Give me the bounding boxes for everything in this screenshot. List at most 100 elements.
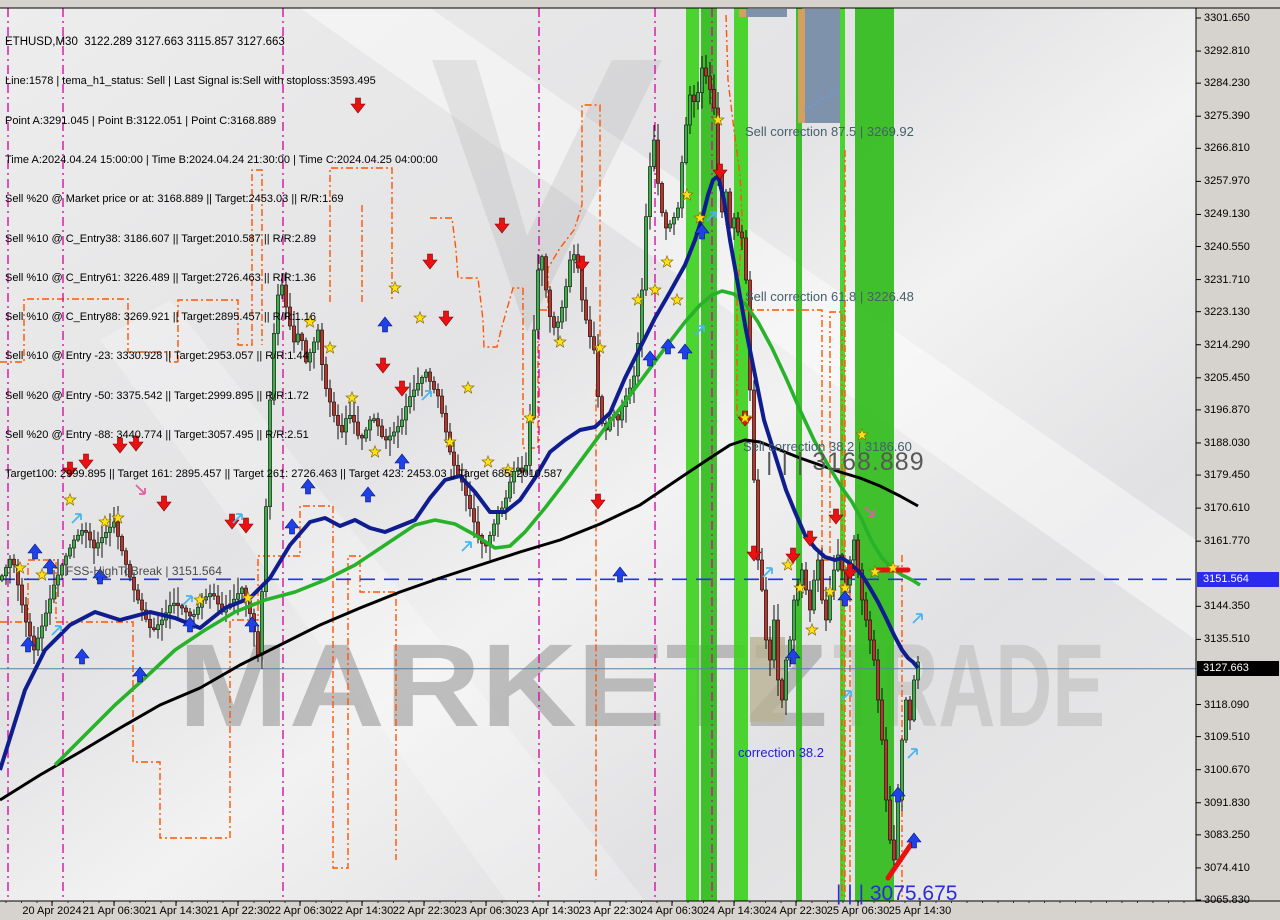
time-axis-label: 23 Apr 14:30 [516, 905, 580, 917]
star-signal-icon [553, 334, 567, 348]
price-axis-label: 3065.830 [1204, 894, 1250, 906]
sell-arrow-icon [746, 545, 762, 562]
star-signal-icon [781, 557, 795, 571]
price-axis-label: 3083.250 [1204, 828, 1250, 841]
breakout-arrow-icon [182, 595, 193, 606]
fss-step-line [522, 104, 601, 880]
last-price-badge: 3127.663 [1197, 661, 1279, 677]
fss-step-line [177, 169, 263, 362]
star-signal-icon [660, 254, 674, 268]
signal-status-line: Line:1578 | tema_h1_status: Sell | Last … [5, 75, 376, 88]
breakout-arrow-icon [841, 690, 852, 701]
star-signal-icon [193, 592, 207, 606]
sell-arrow-icon [712, 163, 728, 180]
fss-step-line [742, 309, 843, 898]
breakout-arrow-icon [461, 541, 472, 552]
targets-line: Target100: 2999.895 || Target 161: 2895.… [5, 468, 563, 481]
star-signal-icon [111, 510, 125, 524]
overlay-box-tan [798, 9, 805, 123]
sell-arrow-icon [842, 563, 858, 580]
buy-arrow-icon [677, 343, 693, 360]
buy-arrow-icon [74, 648, 90, 665]
time-axis-label: 24 Apr 22:30 [764, 905, 828, 917]
star-signal-icon [523, 410, 537, 424]
sell-arrow-icon [802, 530, 818, 547]
star-signal-icon [98, 514, 112, 528]
price-axis-label: 3135.510 [1204, 633, 1250, 646]
time-axis-label: 22 Apr 14:30 [330, 905, 394, 917]
price-axis-label: 3240.550 [1204, 240, 1250, 253]
price-axis-label: 3231.710 [1204, 273, 1250, 286]
time-axis-label: 20 Apr 2024 [22, 905, 82, 917]
sell-entry-line: Sell %10 @ Entry -23: 3330.928 || Target… [5, 350, 309, 363]
watermark-marketz: MARKETZ [178, 620, 828, 752]
sell-entry-line: Sell %10 @ C_Entry61: 3226.489 || Target… [5, 271, 317, 284]
star-signal-icon [793, 580, 807, 594]
price-axis-label: 3118.090 [1204, 698, 1250, 711]
buy-arrow-icon [27, 543, 43, 560]
star-signal-icon [303, 314, 317, 328]
sell-arrow-icon [422, 253, 438, 270]
price-axis-label: 3292.810 [1204, 45, 1250, 58]
buy-arrow-icon [20, 636, 36, 653]
annotation-correction-382: correction 38.2 [738, 745, 824, 760]
price-axis-label: 3205.450 [1204, 371, 1250, 384]
buy-arrow-icon [890, 786, 906, 803]
sell-arrow-icon [238, 517, 254, 534]
logo-chevron-watermark [432, 60, 662, 332]
breakout-arrow-icon [694, 325, 705, 336]
star-signal-icon [855, 427, 869, 441]
price-axis-label: 3100.670 [1204, 763, 1250, 776]
sell-arrow-icon [574, 255, 590, 272]
sell-arrow-icon [494, 217, 510, 234]
breakout-arrow-icon [421, 390, 432, 401]
time-axis-label: 21 Apr 06:30 [82, 905, 146, 917]
fss-step-line [430, 217, 523, 348]
price-axis-label: 3275.390 [1204, 110, 1250, 123]
buy-arrow-icon [360, 486, 376, 503]
buy-arrow-icon [694, 223, 710, 240]
price-axis-label: 3144.350 [1204, 600, 1250, 613]
candlesticks [0, 55, 920, 872]
annotation-fss-high-to-break: FSS-HighToBreak | 3151.564 [66, 564, 222, 578]
buy-arrow-icon [284, 518, 300, 535]
star-signal-icon [501, 462, 515, 476]
sell-arrow-icon [128, 435, 144, 452]
star-signal-icon [693, 210, 707, 224]
buy-arrow-icon [785, 648, 801, 665]
annotation-low-target: | | | 3075.675 [836, 882, 958, 905]
sell-arrow-icon [394, 380, 410, 397]
breakout-arrow-icon [51, 625, 62, 636]
sell-arrow-icon [828, 508, 844, 525]
star-signal-icon [35, 567, 49, 581]
star-signal-icon [461, 380, 475, 394]
breakout-arrow-icon [232, 513, 243, 524]
star-signal-icon [241, 590, 255, 604]
price-axis-label: 3161.770 [1204, 535, 1250, 548]
breakout-arrow-icon [706, 211, 717, 222]
points-line: Point A:3291.045 | Point B:3122.051 | Po… [5, 114, 277, 127]
star-signal-icon [823, 584, 837, 598]
time-axis-label: 23 Apr 22:30 [578, 905, 642, 917]
buy-arrow-icon [660, 338, 676, 355]
price-axis-label: 3170.610 [1204, 502, 1250, 515]
ma-mid-line [53, 289, 921, 767]
chart-info-block: ETHUSD,M30 3122.289 3127.663 3115.857 31… [5, 10, 562, 494]
sell-arrow-icon [785, 547, 801, 564]
annotation-sell-correction-875: Sell correction 87.5 | 3269.92 [745, 124, 914, 139]
fss-step-line [0, 505, 397, 869]
star-signal-icon [631, 292, 645, 306]
overlay-box-tan [739, 9, 746, 17]
breakout-arrow-icon [71, 513, 82, 524]
overlay-box-bluegray [746, 9, 787, 17]
star-signal-icon [443, 434, 457, 448]
current-bid-badge: 3151.564 [1197, 571, 1279, 587]
sell-arrow-icon [350, 97, 366, 114]
buy-arrow-icon [377, 316, 393, 333]
breakout-arrow-icon [907, 748, 918, 759]
price-axis-label: 3196.870 [1204, 403, 1250, 416]
star-signal-icon [648, 282, 662, 296]
buy-arrow-icon [394, 453, 410, 470]
star-signal-icon [738, 410, 752, 424]
